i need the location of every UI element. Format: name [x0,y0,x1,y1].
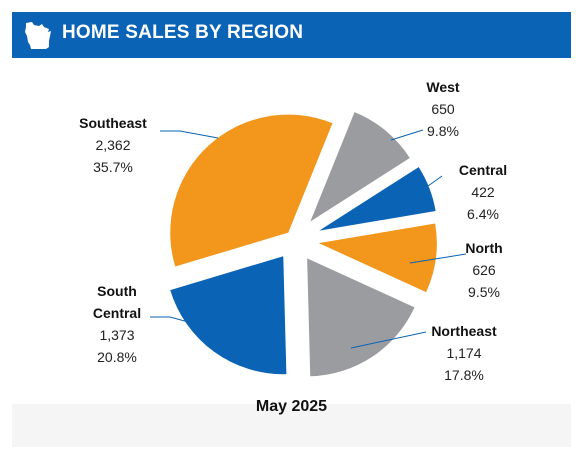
leader-line-southeast [160,130,219,139]
slice-label-value-north: 626 [472,262,496,278]
pie-slice-northeast [307,258,415,377]
slice-label-percent-west: 9.8% [427,123,459,139]
slice-label-percent-north: 9.5% [468,284,500,300]
slice-label-name-north: North [465,240,502,256]
leader-line-west [390,129,424,141]
leader-line-central [413,175,443,197]
slice-label-value-southeast: 2,362 [95,137,130,153]
slice-label-value-northeast: 1,174 [446,345,481,361]
slice-label-name-south-central: South [97,283,137,299]
slice-label-name-south-central: Central [93,305,141,321]
pie-slice-central [319,167,436,231]
slice-label-name-west: West [426,79,460,95]
leader-line-north [409,253,467,264]
pie-slice-west [310,112,410,222]
wisconsin-state-icon [25,22,51,49]
pie-slice-north [318,223,437,293]
slice-label-percent-central: 6.4% [467,206,499,222]
leader-line-south-central [150,316,215,330]
slice-label-percent-south-central: 20.8% [97,349,137,365]
pie-slice-south-central [170,256,287,375]
slice-label-value-west: 650 [431,101,455,117]
pie-slice-southeast [170,114,333,267]
slice-label-name-central: Central [459,162,507,178]
leader-line-northeast [350,331,427,349]
slice-label-name-northeast: Northeast [431,323,497,339]
slice-label-value-central: 422 [471,184,495,200]
chart-title: HOME SALES BY REGION [62,22,304,43]
chart-date: May 2025 [255,398,328,415]
slice-label-percent-southeast: 35.7% [93,159,133,175]
slice-label-value-south-central: 1,373 [99,327,134,343]
slice-label-name-southeast: Southeast [79,115,147,131]
chart-header: HOME SALES BY REGION [12,12,571,58]
slice-label-percent-northeast: 17.8% [444,367,484,383]
